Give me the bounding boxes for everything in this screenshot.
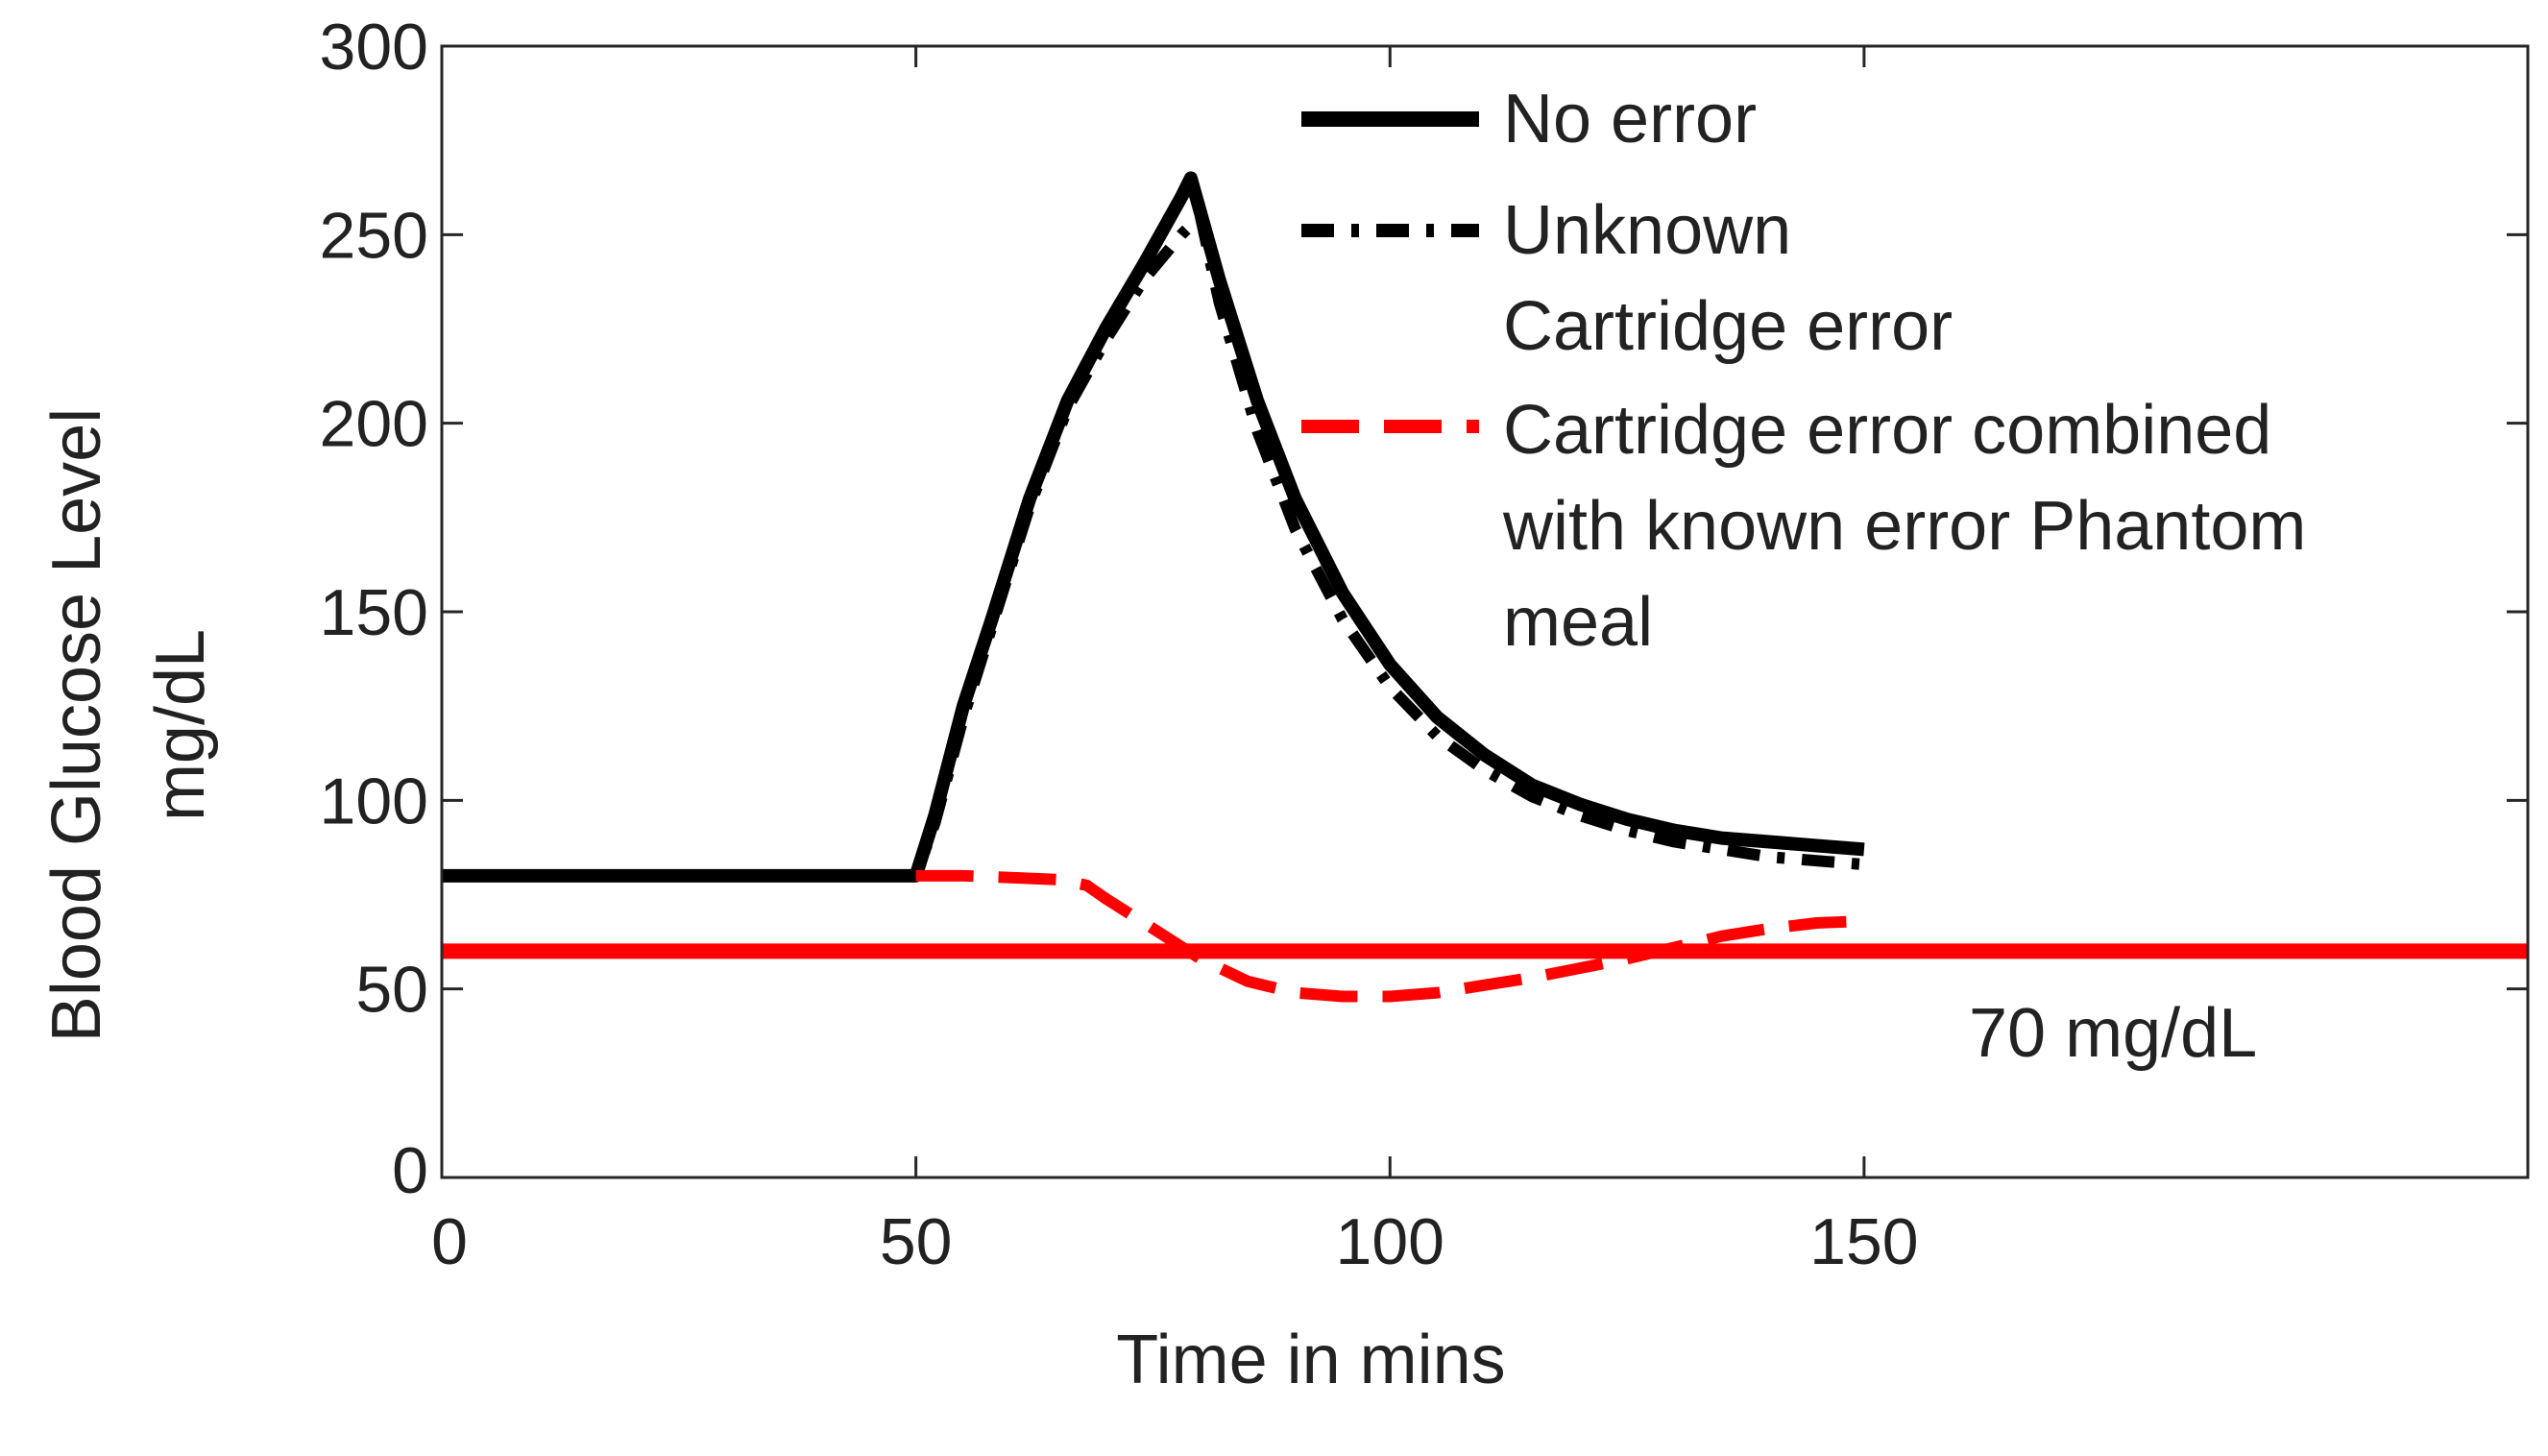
- legend-label-3: Cartridge error combined: [1503, 392, 2271, 469]
- legend-label-2: Unknown: [1503, 192, 1791, 269]
- legend-item-3: Cartridge error combined with known error…: [1301, 392, 2306, 661]
- y-tick-label: 150: [320, 576, 428, 649]
- legend-item-1: No error: [1301, 81, 1757, 158]
- y-tick-label: 100: [320, 764, 428, 837]
- x-tick-label: 100: [1336, 1205, 1444, 1278]
- x-axis-title: Time in mins: [1116, 1322, 1505, 1398]
- series-line-2: [442, 209, 1865, 882]
- y-tick-label: 300: [320, 11, 428, 84]
- legend-label-1: No error: [1503, 81, 1757, 158]
- legend-label-3: meal: [1503, 584, 1653, 661]
- x-tick-label: 150: [1809, 1205, 1918, 1278]
- legend-label-2: Cartridge error: [1503, 288, 1953, 365]
- x-tick-label: 0: [431, 1205, 468, 1278]
- y-tick-label: 0: [392, 1134, 428, 1207]
- y-tick-label: 250: [320, 199, 428, 272]
- reference-line-label: 70 mg/dL: [1969, 995, 2257, 1072]
- y-tick-label: 200: [320, 388, 428, 461]
- y-tick-label: 50: [355, 954, 428, 1027]
- x-tick-label: 50: [880, 1205, 953, 1278]
- y-axis-title: Blood Glucose Level mg/dL: [38, 408, 219, 1042]
- y-axis-title-line: mg/dL: [142, 629, 219, 821]
- legend-label-3: with known error Phantom: [1502, 488, 2306, 565]
- y-axis-title-line: Blood Glucose Level: [38, 408, 115, 1042]
- legend-item-2: Unknown Cartridge error: [1301, 192, 1953, 365]
